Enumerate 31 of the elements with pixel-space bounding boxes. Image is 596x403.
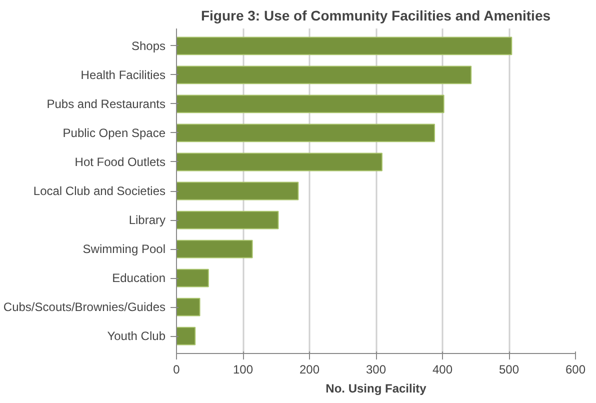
- bar: [176, 298, 200, 316]
- y-tick-label: Education: [112, 271, 166, 286]
- bar: [176, 66, 472, 84]
- y-tick-label: Health Facilities: [80, 68, 166, 82]
- x-tick-label: 100: [232, 362, 254, 376]
- y-tick-label: Cubs/Scouts/Brownies/Guides: [3, 300, 166, 314]
- y-tick-label: Hot Food Outlets: [74, 154, 166, 169]
- bar: [176, 210, 279, 230]
- x-tick-label: 200: [299, 362, 320, 376]
- chart-title: Figure 3: Use of Community Facilities and Amenities: [200, 8, 551, 24]
- y-tick-label: Pubs and Restaurants: [46, 96, 166, 111]
- y-tick-label: Shops: [131, 38, 166, 53]
- bar: [176, 36, 512, 56]
- x-tick-label: 600: [565, 362, 586, 376]
- x-tick-label: 400: [432, 362, 453, 376]
- x-tick-label: 300: [366, 362, 386, 376]
- bar: [176, 182, 299, 200]
- bar: [176, 152, 382, 172]
- x-axis-title: No. Using Facility: [326, 382, 427, 396]
- x-tick-label: 0: [173, 362, 180, 376]
- y-tick-label: Youth Club: [107, 329, 166, 344]
- y-tick-label: Library: [128, 213, 166, 228]
- x-tick-label: 500: [498, 362, 520, 376]
- y-tick-label: Local Club and Societies: [33, 184, 166, 198]
- bar: [176, 268, 209, 288]
- bar: [176, 94, 444, 114]
- bar: [176, 124, 436, 142]
- bar: [176, 240, 253, 258]
- y-tick-label: Public Open Space: [62, 126, 166, 140]
- bar: [176, 326, 196, 346]
- y-tick-label: Swimming Pool: [82, 242, 166, 256]
